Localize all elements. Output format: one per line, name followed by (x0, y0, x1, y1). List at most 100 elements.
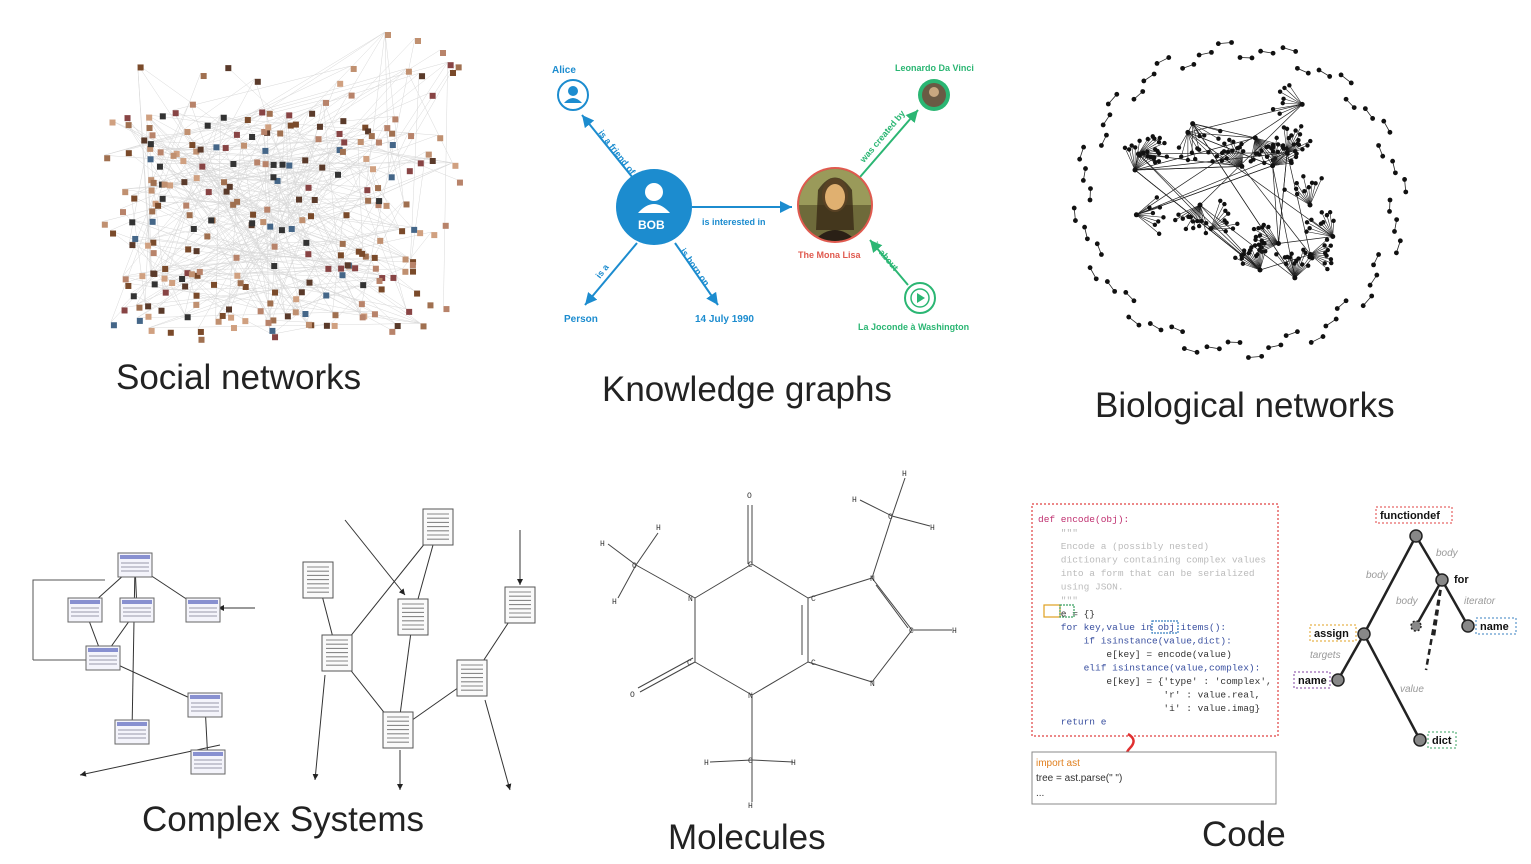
bio-edge (1136, 207, 1160, 216)
social-edge (193, 174, 306, 186)
complex-node-screenshot (85, 645, 121, 671)
bio-node (1327, 210, 1333, 215)
social-avatar (249, 220, 256, 227)
code-line: e = {} (1038, 609, 1095, 620)
social-edge (196, 268, 407, 310)
bio-edge (1272, 145, 1283, 166)
social-avatar (287, 122, 294, 129)
social-edge (364, 31, 386, 198)
bio-node (1204, 220, 1209, 226)
social-avatar (378, 286, 385, 293)
bio-edge (1286, 145, 1308, 153)
bio-node (1343, 298, 1349, 304)
complex-edge (312, 674, 326, 781)
bio-edge (1272, 160, 1292, 166)
social-avatar (101, 221, 108, 228)
bio-node (1248, 159, 1253, 164)
bio-node (1104, 132, 1109, 138)
bio-edge (1272, 165, 1279, 244)
bio-node (1114, 91, 1120, 97)
bio-edge (1192, 123, 1256, 139)
social-avatar (196, 268, 203, 275)
bio-node (1104, 279, 1110, 284)
social-avatar (411, 226, 418, 233)
bio-node (1237, 340, 1243, 345)
bio-node (1308, 138, 1313, 144)
social-avatar (348, 92, 355, 99)
social-edge (156, 163, 271, 318)
social-avatar (392, 116, 399, 123)
bio-edge (1136, 152, 1288, 216)
social-avatar (341, 139, 348, 146)
bio-edge (1224, 143, 1243, 167)
bio-node (1225, 149, 1231, 155)
social-edge (155, 197, 377, 204)
mona-lisa-image (799, 169, 871, 241)
social-avatar (302, 157, 309, 164)
bio-node (1300, 147, 1305, 152)
bio-node (1225, 339, 1231, 345)
social-avatar (184, 314, 191, 321)
bio-edge (1251, 247, 1261, 271)
atom-h-2: H (656, 524, 661, 533)
social-avatar (274, 177, 281, 184)
social-avatar (286, 162, 293, 169)
social-edge (222, 144, 251, 212)
ast-label-name-left: name (1298, 675, 1327, 687)
social-avatar (262, 161, 269, 168)
bio-node (1105, 101, 1111, 107)
bio-node (1241, 251, 1246, 257)
bio-edge (1279, 104, 1303, 114)
social-edge (147, 140, 214, 145)
social-avatar (370, 166, 377, 173)
bio-node (1241, 248, 1247, 253)
bio-node (1313, 181, 1318, 186)
bio-node (1264, 154, 1270, 159)
edge-label-born: is born on (678, 246, 711, 287)
social-avatar (208, 217, 215, 224)
bio-node (1309, 217, 1314, 223)
ast-label-name-right: name (1480, 621, 1509, 633)
bio-hub (1185, 129, 1191, 135)
bio-node (1224, 156, 1229, 161)
bio-node (1305, 143, 1310, 148)
bio-edge (1241, 258, 1261, 271)
social-edge (341, 139, 418, 161)
bio-edge (1138, 138, 1149, 155)
bio-node (1284, 146, 1289, 151)
social-avatar (162, 265, 169, 272)
social-edge (148, 323, 421, 329)
bio-node (1156, 159, 1162, 164)
bio-edge (1239, 147, 1243, 167)
bio-node (1264, 144, 1269, 150)
bio-node (1218, 128, 1223, 134)
bio-hub (1133, 212, 1139, 218)
bio-edge (1258, 244, 1261, 271)
bio-edge (1289, 85, 1303, 105)
bio-node (1256, 225, 1261, 231)
social-avatar (389, 142, 396, 149)
social-avatar (145, 313, 152, 320)
date-label: 14 July 1990 (695, 314, 754, 325)
social-avatar (339, 148, 346, 155)
bio-node (1181, 346, 1187, 351)
social-avatar (266, 110, 273, 117)
atom-n-1: N (688, 595, 693, 604)
social-edge (359, 37, 416, 315)
social-avatar (148, 327, 155, 334)
bio-edge (1284, 189, 1311, 206)
bio-edge (1187, 132, 1198, 149)
social-edge (270, 157, 303, 163)
bio-edge (1259, 243, 1265, 271)
social-edge (125, 121, 345, 263)
bio-node (1225, 211, 1231, 216)
social-avatar (323, 292, 330, 299)
social-edge (125, 121, 307, 323)
social-edge (183, 202, 261, 220)
bio-node (1156, 219, 1161, 224)
social-edge (148, 101, 191, 188)
bio-edge (1310, 254, 1327, 256)
bio-edge (1212, 161, 1242, 167)
social-edge (331, 274, 380, 324)
bio-node (1293, 154, 1299, 160)
